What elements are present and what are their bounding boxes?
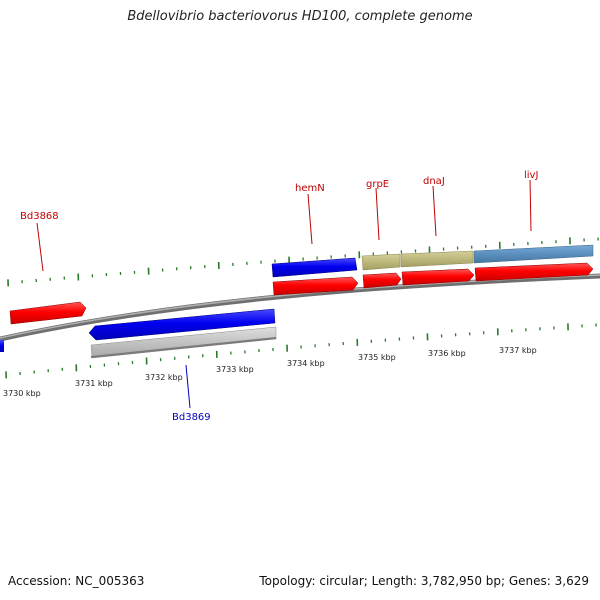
gene-label-grpE[interactable]: grpE	[366, 179, 389, 190]
feature-livJ[interactable]	[474, 262, 594, 282]
feature-Bd3869[interactable]	[88, 308, 276, 341]
gene-label-Bd3868[interactable]: Bd3868	[20, 211, 59, 222]
feature-hemN[interactable]	[272, 276, 359, 296]
forward-cds-features	[9, 262, 594, 325]
feature-pseudo-underline	[90, 337, 277, 358]
scale-label-3731: 3731 kbp	[75, 379, 113, 388]
scale-label-3737: 3737 kbp	[499, 346, 537, 355]
feature-dnaJ[interactable]	[401, 268, 475, 286]
feature-grpE[interactable]	[362, 272, 402, 289]
feature-left-edge-reverse[interactable]	[0, 340, 4, 352]
forward-tick-marks	[7, 237, 599, 287]
scale-label-3736: 3736 kbp	[428, 349, 466, 358]
genome-stats: Topology: circular; Length: 3,782,950 bp…	[259, 574, 589, 588]
feature-hemN-reverse[interactable]	[271, 257, 358, 278]
scale-label-3730: 3730 kbp	[3, 389, 41, 398]
feature-livJ-other[interactable]	[473, 244, 594, 264]
gene-label-hemN[interactable]: hemN	[295, 183, 325, 194]
label-leaders	[36, 179, 532, 409]
feature-grpE-rna[interactable]	[361, 253, 401, 271]
gene-label-dnaJ[interactable]: dnaJ	[423, 176, 445, 187]
scale-label-3733: 3733 kbp	[216, 365, 254, 374]
reverse-tick-marks	[5, 323, 597, 379]
scale-label-3732: 3732 kbp	[145, 373, 183, 382]
gene-label-livJ[interactable]: livJ	[524, 170, 538, 181]
genome-backbone	[0, 273, 600, 342]
forward-outer-features	[271, 244, 594, 278]
accession-label: Accession: NC_005363	[8, 574, 145, 588]
scale-label-3734: 3734 kbp	[287, 359, 325, 368]
map-title: Bdellovibrio bacteriovorus HD100, comple…	[127, 9, 473, 24]
scale-labels: 3730 kbp 3731 kbp 3732 kbp 3733 kbp 3734…	[3, 346, 537, 398]
gene-labels: Bd3868 hemN grpE dnaJ livJ Bd3869	[20, 170, 538, 423]
reverse-cds-features	[0, 308, 277, 359]
gene-label-Bd3869[interactable]: Bd3869	[172, 412, 211, 423]
scale-label-3735: 3735 kbp	[358, 353, 396, 362]
feature-dnaJ-rna[interactable]	[400, 250, 474, 268]
feature-Bd3868[interactable]	[9, 301, 87, 325]
